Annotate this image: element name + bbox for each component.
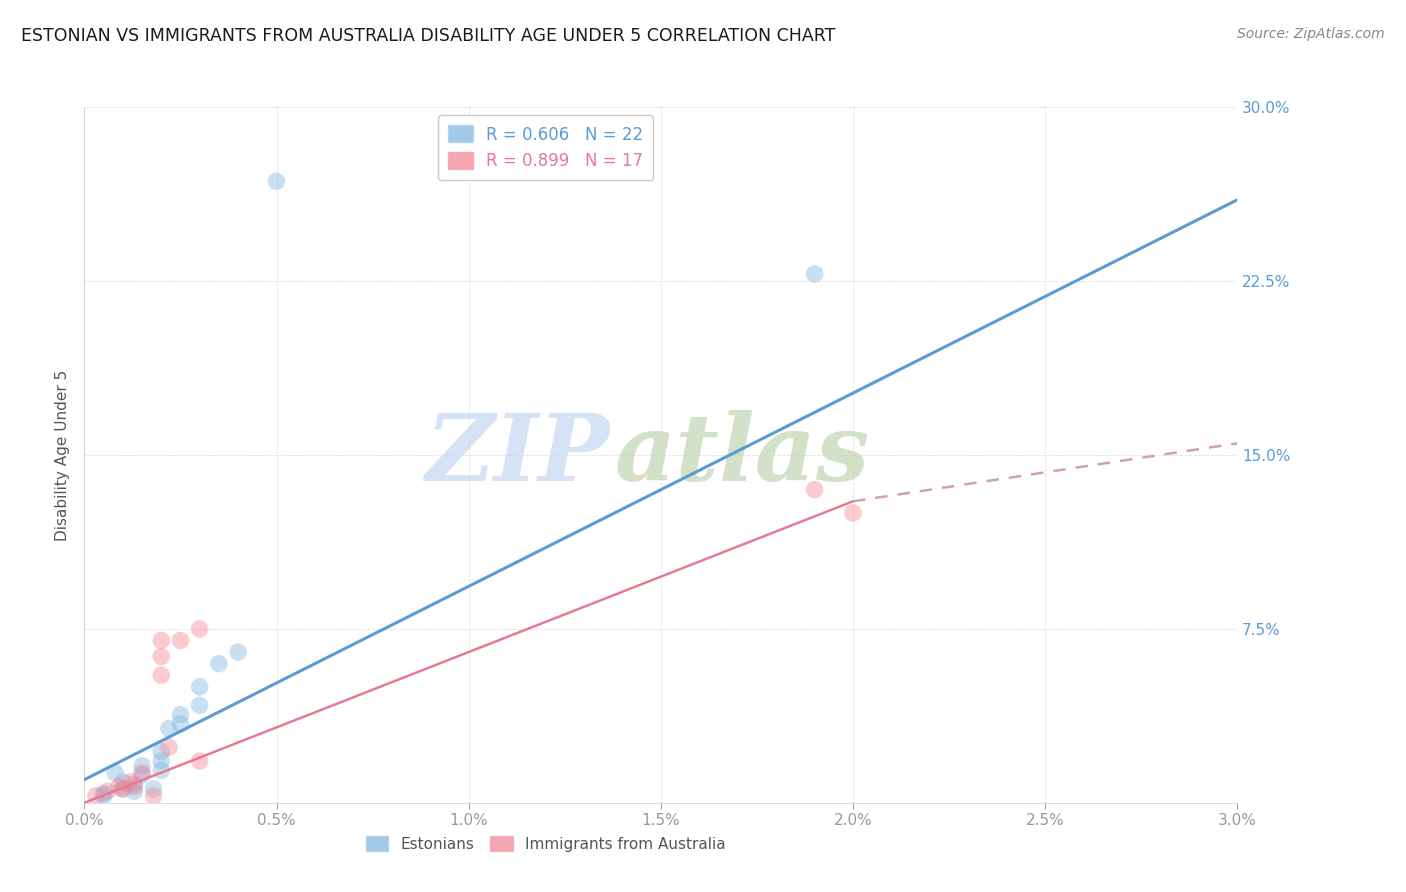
Point — [226, 645, 249, 659]
Point — [108, 780, 131, 794]
Point — [150, 764, 173, 778]
Point — [111, 775, 134, 789]
Point — [93, 789, 115, 803]
Point — [111, 781, 134, 796]
Point — [142, 781, 165, 796]
Point — [124, 780, 146, 794]
Point — [93, 787, 115, 801]
Text: Source: ZipAtlas.com: Source: ZipAtlas.com — [1237, 27, 1385, 41]
Text: atlas: atlas — [614, 410, 870, 500]
Legend: Estonians, Immigrants from Australia: Estonians, Immigrants from Australia — [360, 830, 731, 858]
Point — [150, 754, 173, 768]
Y-axis label: Disability Age Under 5: Disability Age Under 5 — [55, 369, 70, 541]
Point — [120, 775, 142, 789]
Point — [150, 745, 173, 759]
Point — [169, 717, 191, 731]
Point — [188, 698, 211, 713]
Point — [131, 765, 153, 780]
Point — [131, 768, 153, 782]
Point — [104, 765, 127, 780]
Point — [157, 722, 180, 736]
Point — [150, 668, 173, 682]
Point — [84, 789, 107, 803]
Point — [150, 649, 173, 664]
Point — [266, 174, 288, 188]
Point — [157, 740, 180, 755]
Point — [124, 777, 146, 791]
Point — [803, 483, 825, 497]
Point — [188, 680, 211, 694]
Point — [111, 781, 134, 796]
Point — [188, 754, 211, 768]
Point — [842, 506, 865, 520]
Point — [169, 707, 191, 722]
Point — [131, 758, 153, 772]
Text: ESTONIAN VS IMMIGRANTS FROM AUSTRALIA DISABILITY AGE UNDER 5 CORRELATION CHART: ESTONIAN VS IMMIGRANTS FROM AUSTRALIA DI… — [21, 27, 835, 45]
Point — [803, 267, 825, 281]
Text: ZIP: ZIP — [425, 410, 609, 500]
Point — [96, 784, 118, 798]
Point — [169, 633, 191, 648]
Point — [188, 622, 211, 636]
Point — [208, 657, 231, 671]
Point — [142, 789, 165, 803]
Point — [124, 784, 146, 798]
Point — [150, 633, 173, 648]
